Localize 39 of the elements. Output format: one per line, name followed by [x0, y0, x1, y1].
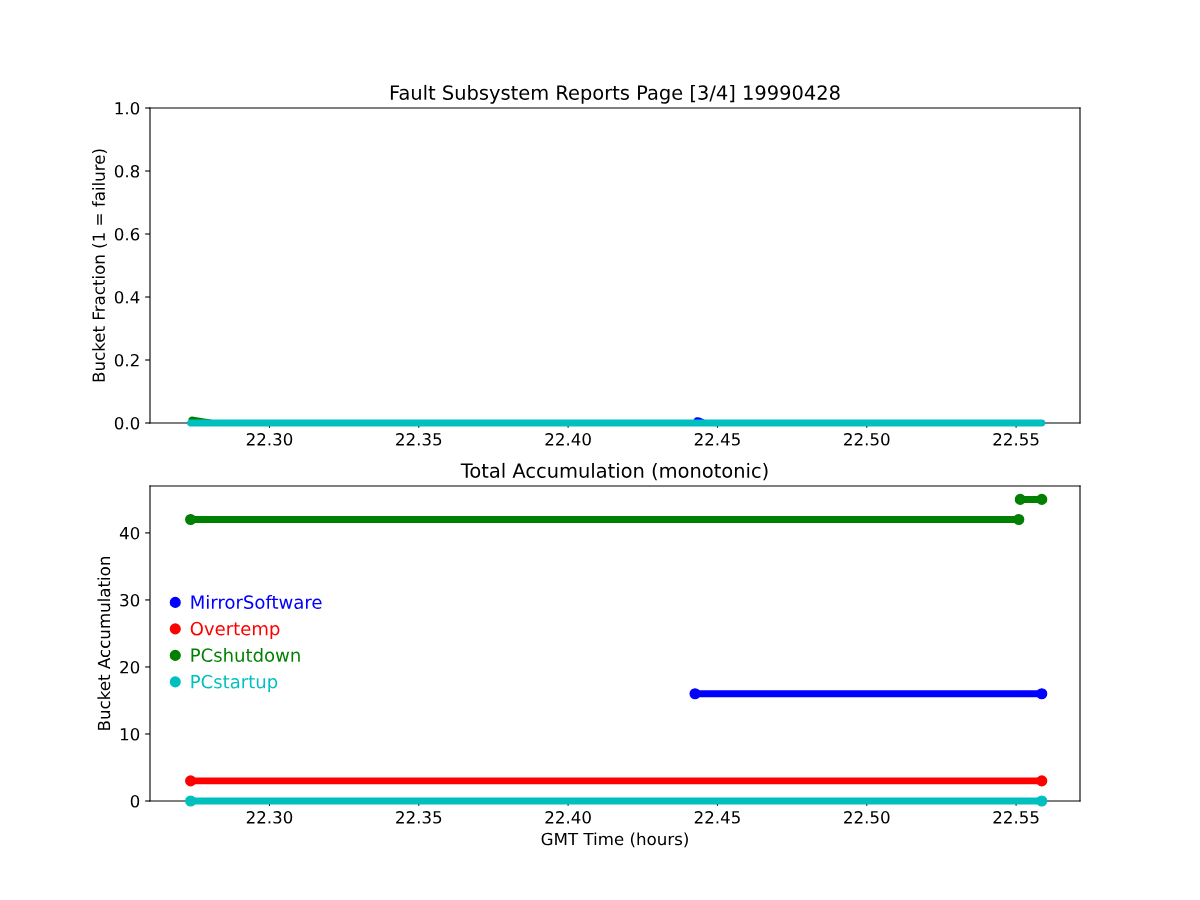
- point: [1014, 493, 1026, 505]
- y-tick-label: 20: [120, 660, 140, 674]
- point: [1013, 513, 1025, 526]
- x-tick-label: 22.30: [246, 433, 293, 446]
- point: [1036, 775, 1048, 787]
- y-tick-label: 0.8: [114, 164, 140, 178]
- legend-label: PCstartup: [191, 674, 278, 692]
- y-tick-label: 0.6: [114, 227, 140, 241]
- x-tick-label: 22.55: [993, 811, 1039, 824]
- legend-label: MirrorSoftware: [191, 595, 322, 609]
- x-tick-label: 22.40: [545, 811, 591, 824]
- x-tick-label: 22.50: [844, 811, 890, 824]
- x-tick-label: 22.40: [545, 433, 591, 446]
- x-tick-label: 22.45: [694, 433, 740, 446]
- point: [1036, 795, 1048, 807]
- x-tick-label: 22.35: [396, 433, 442, 446]
- y-tick-label: 0.0: [114, 416, 140, 430]
- chart-title: Total Accumulation (monotonic): [460, 462, 768, 481]
- y-axis-title: Bucket Accumulation: [97, 556, 111, 730]
- legend-label: Overtemp: [190, 621, 280, 639]
- x-tick-label: 22.50: [844, 433, 890, 446]
- legend-label: PCshutdown: [191, 648, 300, 662]
- y-tick-label: 0.2: [114, 353, 139, 367]
- y-tick-label: 40: [119, 526, 140, 540]
- y-tick-label: 10: [120, 727, 140, 741]
- x-tick-label: 22.45: [694, 811, 740, 824]
- point: [1036, 493, 1048, 505]
- y-tick-label: 30: [120, 593, 140, 607]
- y-tick-label: 0: [130, 794, 140, 808]
- point: [689, 688, 701, 700]
- x-tick-label: 22.55: [993, 433, 1039, 446]
- x-axis-title: GMT Time (hours): [541, 832, 688, 848]
- point: [1036, 688, 1048, 700]
- y-tick-label: 0.4: [114, 290, 140, 304]
- x-tick-label: 22.35: [396, 811, 442, 824]
- chart-title: Fault Subsystem Reports Page [3/4] 19990428: [390, 84, 840, 104]
- y-tick-label: 1.0: [115, 101, 140, 115]
- x-tick-label: 22.30: [246, 811, 293, 824]
- y-axis-title: Bucket Fraction (1 = failure): [92, 149, 107, 382]
